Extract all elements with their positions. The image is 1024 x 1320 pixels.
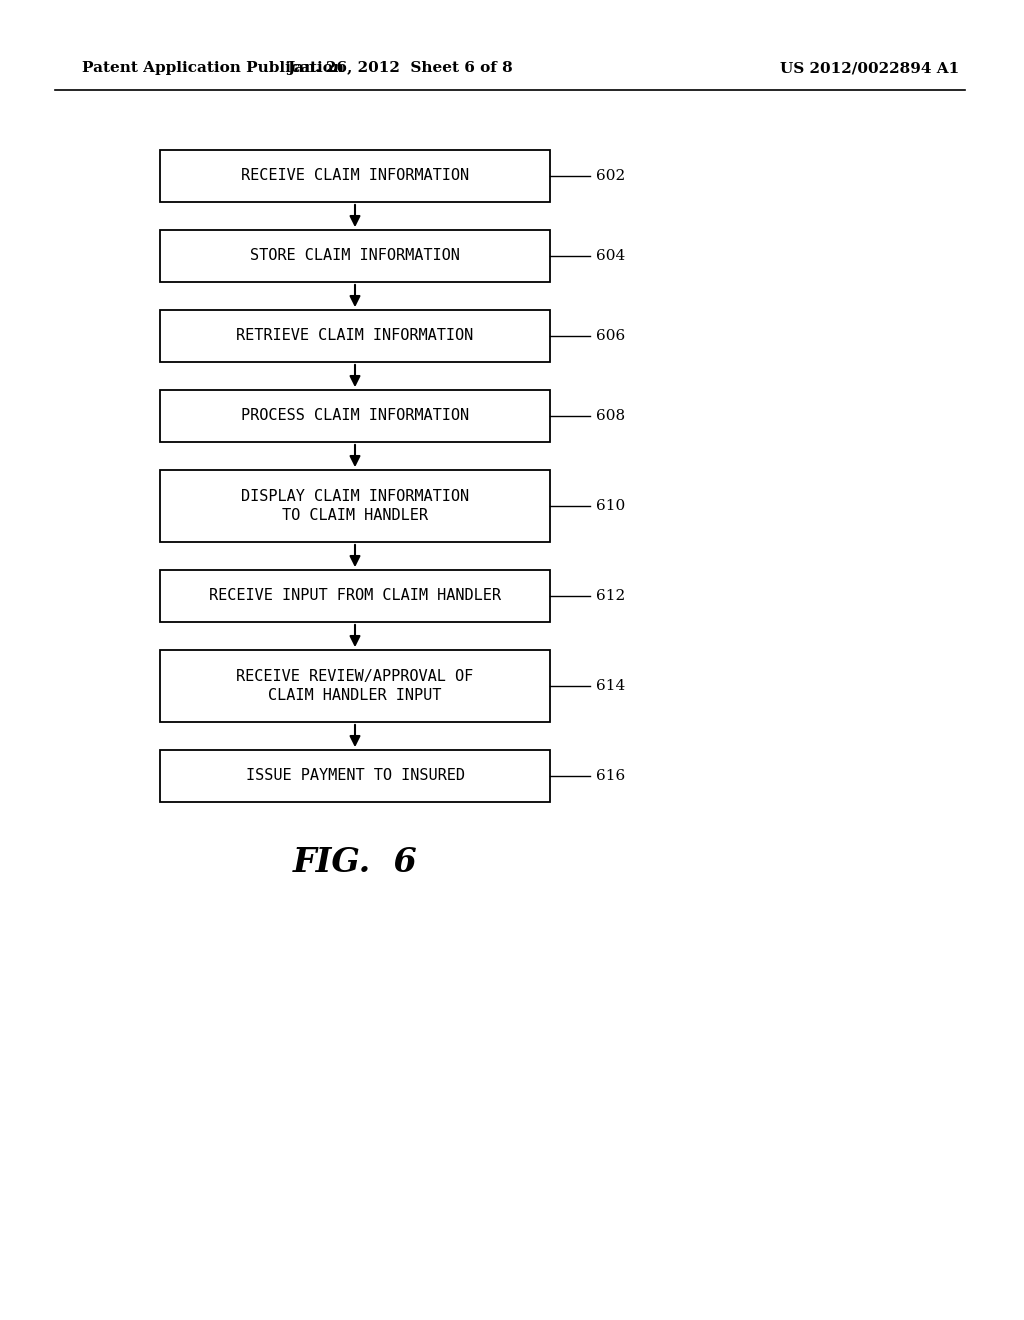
Text: US 2012/0022894 A1: US 2012/0022894 A1	[780, 61, 959, 75]
Text: 610: 610	[596, 499, 626, 513]
Text: 602: 602	[596, 169, 626, 183]
Text: Patent Application Publication: Patent Application Publication	[82, 61, 344, 75]
Bar	[160, 150, 550, 202]
Bar	[160, 750, 550, 803]
Bar	[160, 389, 550, 442]
Text: ISSUE PAYMENT TO INSURED: ISSUE PAYMENT TO INSURED	[246, 768, 465, 784]
Text: RECEIVE CLAIM INFORMATION: RECEIVE CLAIM INFORMATION	[241, 169, 469, 183]
Bar	[160, 230, 550, 282]
Text: Jan. 26, 2012  Sheet 6 of 8: Jan. 26, 2012 Sheet 6 of 8	[287, 61, 513, 75]
Bar	[160, 649, 550, 722]
Text: 614: 614	[596, 678, 626, 693]
Text: FIG.  6: FIG. 6	[293, 846, 418, 879]
Text: RECEIVE INPUT FROM CLAIM HANDLER: RECEIVE INPUT FROM CLAIM HANDLER	[209, 589, 501, 603]
Bar	[160, 470, 550, 543]
Text: 612: 612	[596, 589, 626, 603]
Text: 606: 606	[596, 329, 626, 343]
Text: 608: 608	[596, 409, 625, 422]
Text: PROCESS CLAIM INFORMATION: PROCESS CLAIM INFORMATION	[241, 408, 469, 424]
Text: 616: 616	[596, 770, 626, 783]
Bar	[160, 310, 550, 362]
Text: 604: 604	[596, 249, 626, 263]
Bar	[160, 570, 550, 622]
Text: DISPLAY CLAIM INFORMATION
TO CLAIM HANDLER: DISPLAY CLAIM INFORMATION TO CLAIM HANDL…	[241, 488, 469, 524]
Text: RETRIEVE CLAIM INFORMATION: RETRIEVE CLAIM INFORMATION	[237, 329, 474, 343]
Text: STORE CLAIM INFORMATION: STORE CLAIM INFORMATION	[250, 248, 460, 264]
Text: RECEIVE REVIEW/APPROVAL OF
CLAIM HANDLER INPUT: RECEIVE REVIEW/APPROVAL OF CLAIM HANDLER…	[237, 669, 474, 704]
